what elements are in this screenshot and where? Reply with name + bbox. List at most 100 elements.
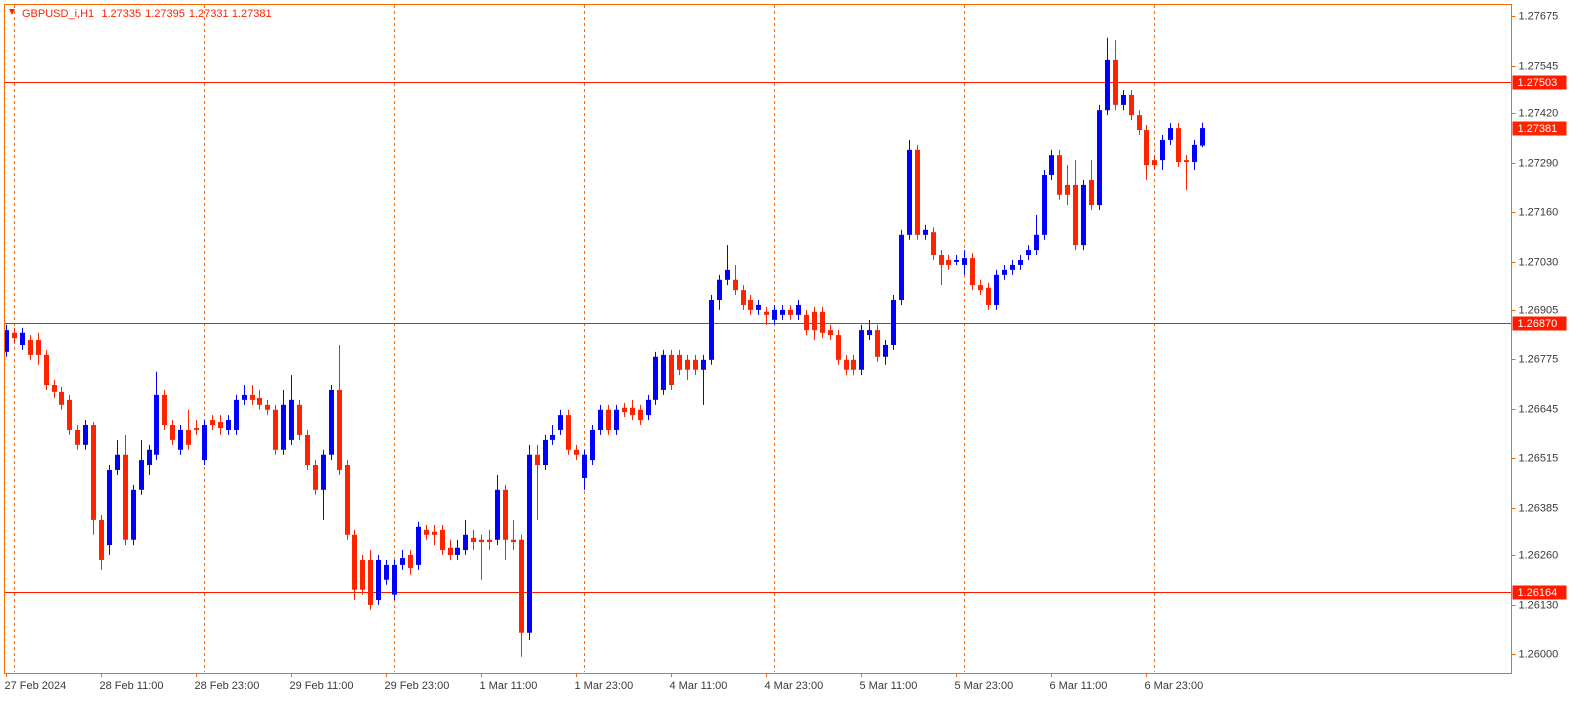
x-tick-label: 4 Mar 23:00: [765, 680, 824, 692]
candle-body: [448, 547, 453, 555]
title-marker: [9, 9, 15, 15]
candle-body: [661, 354, 666, 390]
symbol: GBPUSD_i,H1: [22, 8, 94, 20]
candle-body: [321, 454, 326, 490]
candle-body: [638, 409, 643, 421]
candle-body: [83, 425, 88, 445]
x-tick-label: 6 Mar 11:00: [1050, 680, 1108, 692]
candle-body: [329, 389, 334, 455]
candle-body: [915, 149, 920, 235]
candle-body: [91, 425, 96, 520]
candle-body: [1073, 184, 1078, 246]
candle-body: [424, 529, 429, 535]
candle-body: [194, 428, 199, 430]
y-tick-label: 1.26130: [1519, 599, 1559, 611]
price-box: [1512, 75, 1567, 90]
candle-body: [154, 394, 159, 455]
candle-body: [669, 354, 674, 385]
axis-layer: 1.26000 1.26130 1.26260 1.26385 1.26515 1.266…: [5, 10, 1559, 692]
candle-body: [360, 559, 365, 590]
candle-body: [836, 335, 841, 360]
candle-body: [1129, 94, 1134, 116]
x-tick-label: 5 Mar 23:00: [955, 680, 1014, 692]
candle-body: [717, 279, 722, 301]
candle-body: [352, 534, 357, 590]
y-tick-label: 1.27290: [1519, 157, 1559, 169]
candle-body: [844, 359, 849, 370]
candle-body: [400, 558, 405, 565]
candle-body: [994, 274, 999, 305]
candle-body: [123, 454, 128, 540]
candle-body: [622, 407, 627, 413]
candle-body: [978, 285, 983, 291]
candle-body: [764, 311, 769, 315]
candle-body: [883, 344, 888, 357]
candle-body: [1160, 139, 1165, 161]
candle-body: [1018, 259, 1023, 265]
candle-body: [986, 287, 991, 305]
candle-body: [131, 489, 136, 540]
candle-body: [139, 460, 144, 490]
candle-body: [36, 340, 41, 355]
candle-body: [408, 554, 413, 568]
candle-body: [1097, 110, 1102, 206]
candle-body: [202, 425, 207, 461]
candle-body: [59, 391, 64, 405]
candle-body: [962, 258, 967, 265]
candle-body: [748, 300, 753, 310]
candle-body: [954, 259, 959, 262]
price-box: [1512, 585, 1567, 600]
candle-body: [511, 539, 516, 543]
candle-body: [558, 415, 563, 430]
candle-body: [75, 429, 80, 445]
candle-body: [147, 449, 152, 466]
candle-body: [313, 465, 318, 490]
candle-body: [772, 309, 777, 320]
candle-body: [741, 290, 746, 305]
y-tick-label: 1.27160: [1519, 206, 1559, 218]
candle-body: [337, 389, 342, 470]
candle-body: [1144, 130, 1149, 166]
candle-body: [582, 454, 587, 478]
ohlc-high: 1.27395: [145, 8, 185, 20]
candle-body: [384, 564, 389, 580]
candle-body: [828, 330, 833, 336]
candle-body: [44, 354, 49, 385]
candle-body: [115, 454, 120, 470]
candle-body: [891, 300, 896, 345]
y-tick-label: 1.27030: [1519, 256, 1559, 268]
candle-body: [946, 259, 951, 265]
candle-body: [701, 359, 706, 370]
candle-body: [685, 359, 690, 370]
candle-body: [257, 397, 262, 405]
candle-body: [1192, 144, 1197, 163]
candle-body: [297, 404, 302, 435]
candle-body: [463, 534, 468, 551]
x-tick-label: 27 Feb 2024: [5, 680, 67, 692]
candle-body: [646, 399, 651, 416]
candle-body: [1184, 160, 1189, 163]
x-tick-label: 6 Mar 23:00: [1145, 680, 1204, 692]
chart-title: GBPUSD_i,H1 1.27335 1.27395 1.27331 1.27381: [22, 8, 272, 20]
y-tick-label: 1.26645: [1519, 403, 1559, 415]
candle-body: [804, 314, 809, 331]
candle-body: [598, 409, 603, 430]
candle-body: [186, 429, 191, 445]
candle-body: [162, 394, 167, 426]
candle-body: [733, 279, 738, 291]
y-tick-label: 1.26515: [1519, 452, 1559, 464]
candle-body: [4, 330, 9, 352]
candle-body: [218, 421, 223, 429]
candle-body: [107, 469, 112, 546]
candle-body: [1200, 128, 1205, 146]
candle-body: [368, 559, 373, 605]
candle-body: [923, 229, 928, 235]
candle-body: [440, 529, 445, 551]
ohlc-close: 1.27381: [232, 8, 272, 20]
candle-body: [574, 449, 579, 455]
candle-body: [519, 539, 524, 633]
x-tick-label: 28 Feb 23:00: [195, 680, 260, 692]
candle-body: [535, 454, 540, 466]
